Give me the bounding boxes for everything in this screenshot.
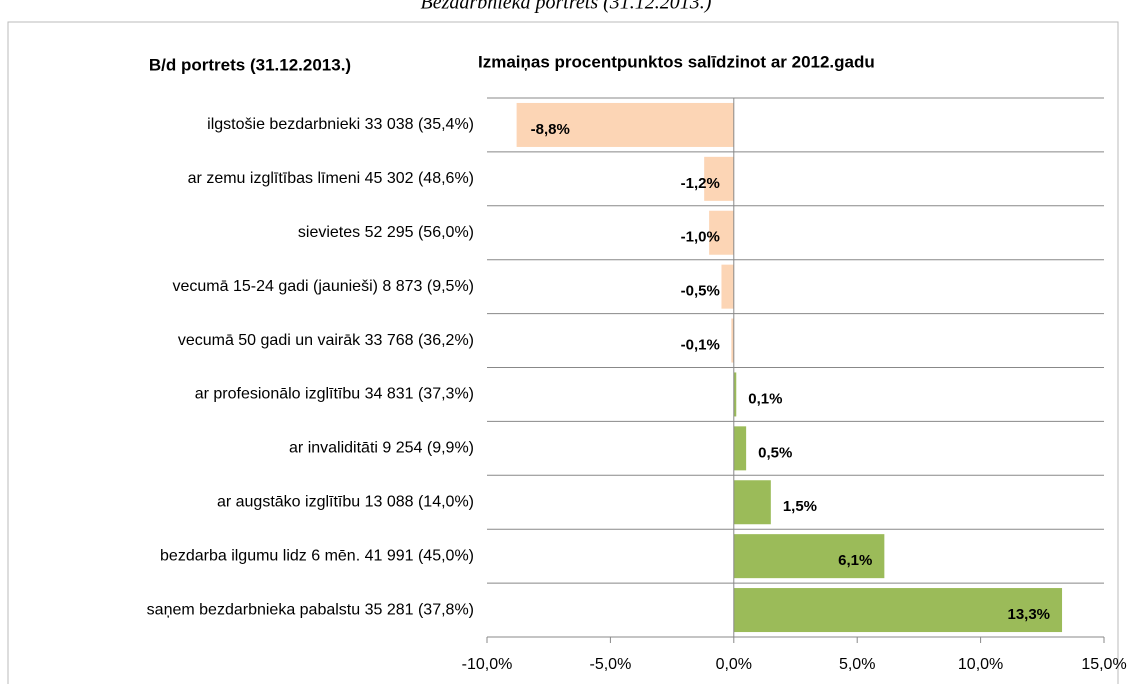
category-label: vecumā 15-24 gadi (jaunieši) 8 873 (9,5%… [173, 278, 475, 295]
bar [733, 480, 771, 525]
value-label: -0,5% [681, 283, 720, 300]
value-label: -8,8% [531, 121, 570, 138]
category-label: vecumā 50 gadi un vairāk 33 768 (36,2%) [178, 332, 474, 349]
category-label: ar profesionālo izglītību 34 831 (37,3%) [195, 386, 474, 403]
category-label: sievietes 52 295 (56,0%) [298, 224, 474, 241]
category-label: ar augstāko izglītību 13 088 (14,0%) [217, 493, 474, 510]
value-label: 1,5% [783, 498, 817, 515]
left-heading: B/d portrets (31.12.2013.) [149, 55, 351, 74]
category-label: ilgstošie bezdarbnieki 33 038 (35,4%) [207, 116, 474, 133]
category-label: ar zemu izglītības līmeni 45 302 (48,6%) [188, 170, 474, 187]
x-tick-label: -10,0% [462, 656, 513, 673]
bar [733, 372, 737, 417]
value-label: -1,2% [681, 175, 720, 192]
chart-title: Izmaiņas procentpunktos salīdzinot ar 20… [478, 52, 875, 71]
x-tick-label: 5,0% [839, 656, 875, 673]
bar [516, 102, 734, 147]
x-tick-label: 15,0% [1081, 656, 1126, 673]
value-label: 6,1% [838, 552, 872, 569]
bar [709, 210, 734, 255]
bar [704, 156, 734, 201]
chart-border [7, 21, 1119, 689]
value-label: -0,1% [681, 337, 720, 354]
bar [731, 318, 734, 363]
value-label: 0,1% [748, 390, 782, 407]
bar [721, 264, 734, 309]
caption: Bezdarbnieka portrets (31.12.2013.) [421, 0, 712, 14]
value-label: -1,0% [681, 229, 720, 246]
bar [733, 426, 747, 471]
x-tick-label: -5,0% [590, 656, 632, 673]
bar [733, 534, 885, 579]
x-tick-label: 0,0% [716, 656, 752, 673]
category-label: saņem bezdarbnieka pabalstu 35 281 (37,8… [147, 601, 474, 618]
x-tick-label: 10,0% [958, 656, 1003, 673]
value-label: 13,3% [1007, 606, 1050, 623]
value-label: 0,5% [758, 444, 792, 461]
bar [733, 588, 1063, 633]
category-label: bezdarba ilgumu lidz 6 mēn. 41 991 (45,0… [160, 547, 474, 564]
category-label: ar invaliditāti 9 254 (9,9%) [289, 440, 474, 457]
